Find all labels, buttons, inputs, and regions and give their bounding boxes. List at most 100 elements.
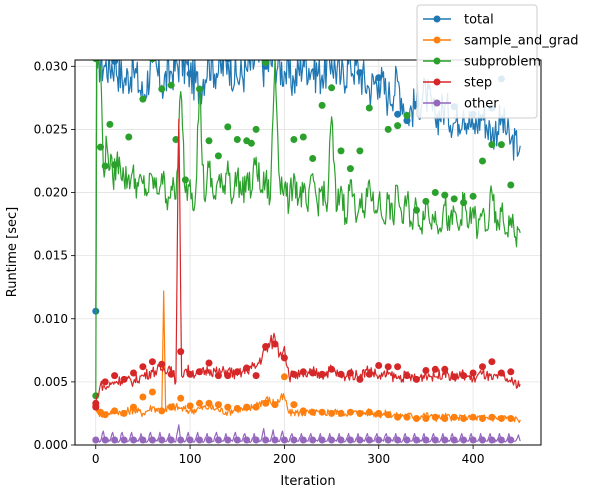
data-point-other bbox=[422, 436, 430, 444]
data-point-sample_and_grad bbox=[280, 373, 288, 381]
data-point-step bbox=[299, 368, 307, 376]
data-point-other bbox=[158, 436, 166, 444]
series-step bbox=[92, 118, 521, 411]
legend-box bbox=[416, 4, 538, 119]
series-line-sample_and_grad bbox=[95, 290, 521, 424]
data-point-step bbox=[431, 365, 439, 373]
data-point-sample_and_grad bbox=[252, 403, 260, 411]
legend: total sample_and_grad subproblem step other bbox=[416, 4, 579, 119]
data-point-sample_and_grad bbox=[337, 409, 345, 417]
data-point-step bbox=[271, 340, 279, 348]
y-tick-label: 0.025 bbox=[34, 122, 68, 136]
legend-item-sample_and_grad: sample_and_grad bbox=[423, 34, 579, 49]
data-point-step bbox=[186, 370, 194, 378]
data-point-other bbox=[120, 436, 128, 444]
data-point-subproblem bbox=[158, 85, 166, 93]
legend-swatch-marker bbox=[433, 36, 441, 44]
data-point-other bbox=[346, 436, 354, 444]
data-point-other bbox=[280, 436, 288, 444]
data-point-other bbox=[148, 436, 156, 444]
data-point-step bbox=[356, 375, 364, 383]
data-point-sample_and_grad bbox=[130, 403, 137, 411]
data-point-subproblem bbox=[205, 137, 213, 145]
data-point-sample_and_grad bbox=[479, 415, 486, 422]
data-point-subproblem bbox=[92, 60, 100, 63]
data-point-sample_and_grad bbox=[120, 409, 128, 417]
legend-swatch-marker bbox=[433, 15, 441, 23]
data-point-sample_and_grad bbox=[299, 407, 307, 415]
data-point-total bbox=[186, 70, 194, 78]
data-point-subproblem bbox=[172, 136, 180, 143]
data-point-step bbox=[262, 343, 270, 350]
data-point-step bbox=[309, 369, 317, 377]
data-point-other bbox=[177, 436, 185, 444]
legend-label: subproblem bbox=[464, 55, 541, 70]
data-point-sample_and_grad bbox=[497, 415, 505, 422]
data-point-other bbox=[403, 436, 411, 444]
data-point-other bbox=[460, 436, 468, 444]
y-tick-label: 0.015 bbox=[34, 249, 68, 263]
data-point-other bbox=[167, 436, 175, 444]
legend-item-subproblem: subproblem bbox=[423, 55, 541, 70]
data-point-subproblem bbox=[507, 181, 515, 189]
y-tick-label: 0.030 bbox=[34, 59, 68, 73]
data-point-subproblem bbox=[431, 189, 439, 196]
data-point-other bbox=[252, 436, 260, 444]
data-point-sample_and_grad bbox=[148, 388, 156, 396]
data-point-sample_and_grad bbox=[384, 411, 392, 419]
data-point-subproblem bbox=[309, 155, 317, 162]
data-point-other bbox=[186, 436, 194, 444]
data-point-step bbox=[365, 370, 373, 378]
data-point-total bbox=[224, 60, 232, 63]
data-point-sample_and_grad bbox=[290, 401, 298, 409]
data-point-step bbox=[214, 372, 222, 380]
data-point-step bbox=[403, 372, 411, 380]
data-point-sample_and_grad bbox=[488, 413, 496, 421]
y-tick-label: 0.005 bbox=[34, 375, 68, 389]
data-point-step bbox=[196, 368, 203, 376]
data-point-subproblem bbox=[97, 143, 104, 151]
data-point-step bbox=[450, 373, 458, 381]
data-point-subproblem bbox=[384, 125, 392, 133]
data-point-sample_and_grad bbox=[394, 413, 402, 421]
data-point-sample_and_grad bbox=[196, 399, 203, 407]
data-point-sample_and_grad bbox=[101, 411, 109, 419]
data-point-subproblem bbox=[403, 112, 411, 119]
data-point-sample_and_grad bbox=[309, 408, 317, 416]
data-point-subproblem bbox=[318, 101, 326, 109]
data-point-subproblem bbox=[488, 141, 496, 149]
legend-swatch-marker bbox=[433, 78, 441, 86]
data-point-subproblem bbox=[365, 104, 373, 112]
data-point-subproblem bbox=[299, 133, 307, 141]
data-point-other bbox=[469, 436, 477, 444]
legend-item-other: other bbox=[423, 97, 499, 112]
data-point-subproblem bbox=[106, 120, 114, 128]
data-point-sample_and_grad bbox=[422, 415, 430, 422]
data-point-other bbox=[309, 436, 317, 444]
data-point-other bbox=[139, 436, 147, 444]
data-point-step bbox=[177, 348, 185, 356]
data-point-sample_and_grad bbox=[271, 401, 279, 409]
data-point-other bbox=[394, 436, 402, 444]
data-point-subproblem bbox=[92, 392, 100, 400]
data-point-subproblem bbox=[450, 195, 458, 203]
data-point-step bbox=[413, 375, 420, 383]
legend-label: step bbox=[464, 76, 492, 91]
data-point-sample_and_grad bbox=[328, 409, 336, 417]
data-point-other bbox=[356, 436, 364, 444]
data-point-step bbox=[384, 363, 392, 371]
data-point-subproblem bbox=[413, 206, 420, 214]
data-point-other bbox=[365, 436, 373, 444]
data-point-subproblem bbox=[139, 95, 147, 103]
data-point-subproblem bbox=[111, 161, 119, 169]
data-point-other bbox=[92, 436, 100, 444]
y-axis-label: Runtime [sec] bbox=[5, 207, 20, 298]
data-point-subproblem bbox=[328, 84, 336, 92]
y-tick-label: 0.010 bbox=[34, 312, 68, 326]
series-line-total bbox=[95, 60, 521, 312]
data-point-sample_and_grad bbox=[233, 404, 241, 412]
data-point-subproblem bbox=[167, 81, 175, 89]
legend-item-total: total bbox=[423, 13, 494, 28]
data-point-total bbox=[403, 117, 411, 125]
